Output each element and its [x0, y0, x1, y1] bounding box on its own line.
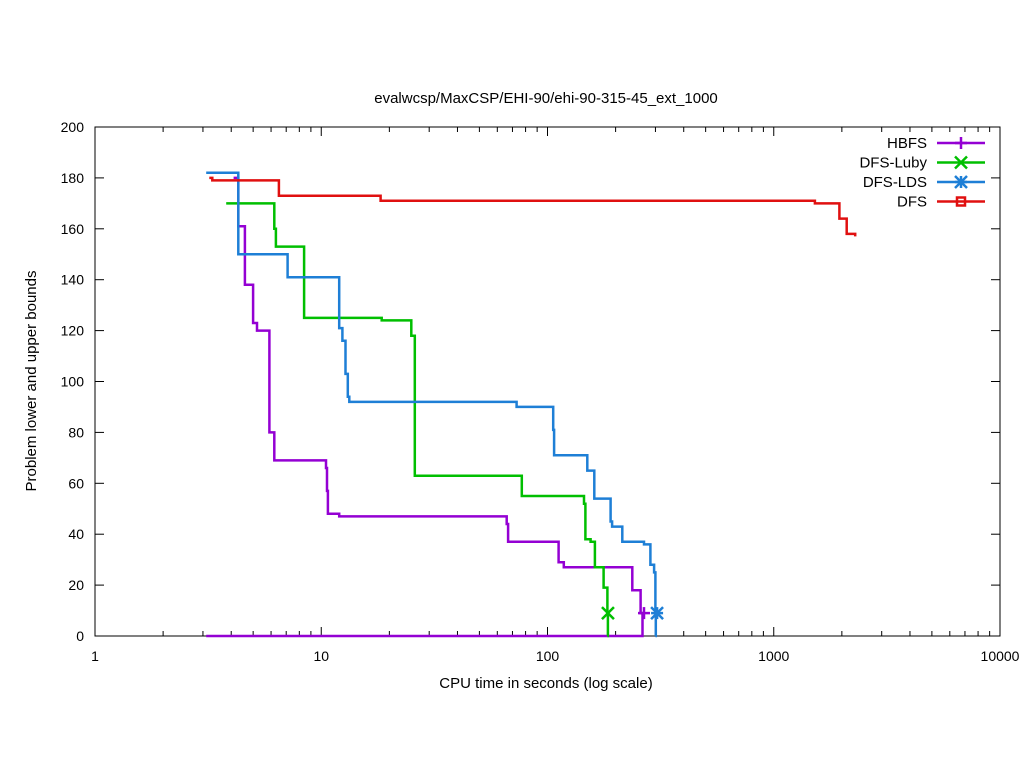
series-dfs-lds-point	[650, 606, 664, 620]
x-tick-label: 10000	[981, 648, 1020, 664]
y-axis: 0 20 40 60 80 100 120 140 160 180 200	[61, 119, 1000, 644]
y-tick-label: 20	[68, 577, 84, 593]
legend-marker-dfs-lds	[954, 175, 968, 189]
y-tick-label: 140	[61, 272, 85, 288]
marker-stroke	[954, 155, 968, 170]
marker-stroke	[601, 606, 615, 620]
y-axis-title: Problem lower and upper bounds	[23, 271, 40, 492]
y-tick-label: 60	[68, 475, 84, 491]
series-dfs-luby-point	[601, 606, 615, 620]
x-tick-label: 10	[313, 648, 329, 664]
legend-label-dfs-luby: DFS-Luby	[859, 155, 927, 172]
legend-marker-hbfs	[955, 137, 967, 149]
legend-label-dfs-lds: DFS-LDS	[863, 174, 927, 191]
x-tick-label: 1	[91, 648, 99, 664]
series-hbfs	[206, 176, 650, 638]
x-axis-title: CPU time in seconds (log scale)	[439, 675, 652, 692]
series-dfs	[209, 176, 857, 237]
series-dfs-lds	[206, 171, 664, 638]
x-axis: 1 10 100 1000 10000	[91, 127, 1020, 664]
legend-marker-dfs	[955, 196, 967, 207]
series-dfs-luby-upper-line	[226, 202, 609, 615]
y-tick-label: 120	[61, 323, 85, 339]
series-dfs-luby	[226, 202, 615, 638]
legend-label-dfs: DFS	[897, 194, 927, 211]
y-tick-label: 180	[61, 170, 85, 186]
marker-stroke	[955, 196, 967, 207]
x-tick-label: 100	[536, 648, 560, 664]
legend-marker-dfs-luby	[954, 155, 968, 170]
legend-label-hbfs: HBFS	[887, 135, 927, 152]
series-dfs-luby-lower-line	[606, 613, 610, 638]
series-dfs-lds-upper-line	[206, 171, 658, 615]
y-tick-label: 100	[61, 374, 85, 390]
series-dfs-upper-line	[209, 176, 857, 237]
y-tick-label: 200	[61, 119, 85, 135]
y-tick-label: 80	[68, 424, 84, 440]
y-tick-label: 160	[61, 221, 85, 237]
series-hbfs-lower-line	[206, 611, 644, 638]
series-hbfs-point	[637, 607, 650, 620]
legend: HBFS DFS-Luby DFS-LDS DFS	[859, 135, 985, 211]
x-tick-label: 1000	[758, 648, 789, 664]
y-tick-label: 40	[68, 526, 84, 542]
series-layer	[206, 171, 857, 638]
series-hbfs-upper-line	[233, 176, 644, 615]
y-tick-label: 0	[76, 628, 84, 644]
chart-title: evalwcsp/MaxCSP/EHI-90/ehi-90-315-45_ext…	[374, 90, 718, 107]
